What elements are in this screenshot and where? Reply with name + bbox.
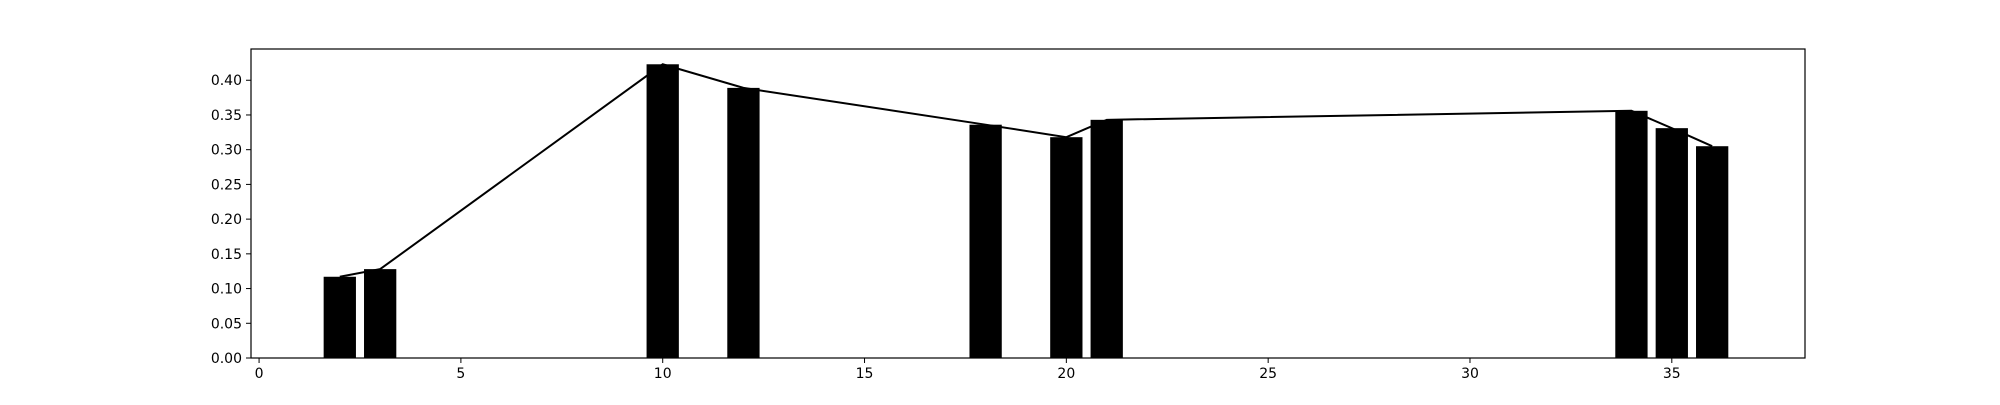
plot-frame bbox=[250, 48, 1806, 359]
bars-group bbox=[323, 64, 1729, 359]
y-tick-label: 0.30 bbox=[211, 143, 242, 159]
x-axis: 0 5 10 15 20 25 30 35 bbox=[255, 358, 1681, 382]
y-axis: 0.00 0.05 0.10 0.15 0.20 0.25 0.30 0.35 0.40 bbox=[211, 73, 251, 367]
x-tick-label: 25 bbox=[1259, 366, 1277, 382]
y-tick-label: 0.05 bbox=[211, 316, 242, 332]
bar bbox=[323, 276, 356, 358]
bar bbox=[1655, 128, 1688, 358]
plot-background bbox=[251, 49, 1805, 358]
x-tick-label: 5 bbox=[456, 366, 465, 382]
y-tick-label: 0.15 bbox=[211, 247, 242, 263]
x-tick-label: 15 bbox=[856, 366, 874, 382]
y-tick-label: 0.10 bbox=[211, 282, 242, 298]
y-tick-label: 0.25 bbox=[211, 177, 242, 193]
bar bbox=[1050, 137, 1083, 358]
bar bbox=[727, 87, 760, 359]
bar bbox=[1090, 119, 1123, 358]
bar bbox=[364, 269, 397, 358]
x-tick-label: 20 bbox=[1057, 366, 1075, 382]
bar bbox=[646, 64, 679, 359]
x-tick-label: 10 bbox=[654, 366, 672, 382]
x-tick-label: 30 bbox=[1461, 366, 1479, 382]
bar bbox=[969, 124, 1002, 358]
y-tick-label: 0.20 bbox=[211, 212, 242, 228]
y-tick-label: 0.00 bbox=[211, 351, 242, 367]
bar bbox=[1615, 110, 1648, 358]
bar bbox=[1696, 146, 1729, 358]
y-tick-label: 0.35 bbox=[211, 108, 242, 124]
trend-line bbox=[339, 63, 1713, 278]
y-tick-label: 0.40 bbox=[211, 73, 242, 89]
x-tick-label: 0 bbox=[255, 366, 264, 382]
x-tick-label: 35 bbox=[1663, 366, 1681, 382]
